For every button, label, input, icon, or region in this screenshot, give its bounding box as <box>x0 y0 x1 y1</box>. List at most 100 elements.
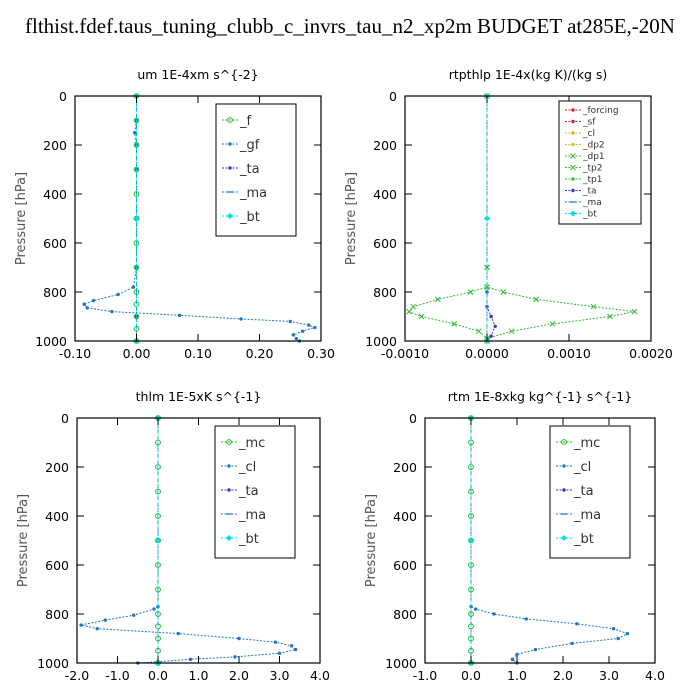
legend-label: _ta <box>573 484 594 499</box>
data-point <box>152 607 156 611</box>
legend-label: _ma <box>239 186 267 201</box>
legend-marker <box>227 488 231 492</box>
legend-label: _dp1 <box>582 152 605 162</box>
data-point <box>484 284 490 290</box>
data-point <box>549 320 556 327</box>
data-point <box>277 651 282 655</box>
y-axis-label: Pressure [hPa] <box>14 172 29 265</box>
legend-label: _ma <box>573 508 601 523</box>
legend-marker <box>228 166 232 170</box>
legend-label: _dp2 <box>582 141 605 151</box>
legend: _f _gf _ta _ma _bt <box>215 103 297 237</box>
data-point <box>489 334 493 338</box>
data-point <box>468 537 474 544</box>
legend-label: _bt <box>582 210 597 220</box>
x-tick-label: 2.0 <box>553 668 573 683</box>
legend-label: _bt <box>239 210 260 225</box>
legend-label: _ta <box>582 187 597 197</box>
data-point <box>418 313 425 320</box>
data-point <box>110 309 114 314</box>
legend-marker <box>562 464 566 468</box>
y-tick-label: 600 <box>45 558 69 573</box>
series-line <box>408 96 488 341</box>
legend-label: _gf <box>239 138 260 153</box>
legend-label: _forcing <box>582 106 619 116</box>
y-tick-label: 600 <box>393 558 417 573</box>
x-tick-label: 0.0 <box>461 668 481 683</box>
legend-marker <box>228 142 232 146</box>
y-axis-label: Pressure [hPa] <box>16 494 31 587</box>
legend-marker <box>571 119 575 124</box>
legend-label: _ma <box>582 198 602 208</box>
data-point <box>484 215 490 222</box>
series-line <box>486 96 635 341</box>
y-tick-label: 200 <box>373 138 397 153</box>
legend-marker <box>561 439 567 445</box>
x-tick-label: 1.0 <box>507 668 527 683</box>
y-tick-label: 400 <box>373 187 397 202</box>
legend-label: _cl <box>573 460 591 475</box>
legend-marker <box>571 131 575 135</box>
data-point <box>410 303 417 310</box>
data-point <box>307 323 311 327</box>
data-point <box>508 328 515 335</box>
y-tick-label: 200 <box>43 138 67 153</box>
data-point <box>493 324 497 328</box>
data-point <box>533 647 538 652</box>
series-bt <box>133 93 140 344</box>
data-point <box>155 537 161 544</box>
y-axis-label: Pressure [hPa] <box>344 172 359 265</box>
x-tick-label: 0.10 <box>184 346 212 361</box>
data-point <box>91 298 96 303</box>
legend-label: _ta <box>238 484 259 499</box>
data-point <box>625 631 630 636</box>
data-point <box>533 296 540 303</box>
data-point <box>237 636 241 641</box>
legend-label: _sf <box>582 118 596 128</box>
data-point <box>103 618 108 622</box>
legend-marker <box>226 439 232 445</box>
data-point <box>291 333 296 337</box>
plot-frame <box>424 417 656 664</box>
y-tick-label: 0 <box>389 89 397 104</box>
x-tick-label: -1.0 <box>413 668 437 683</box>
legend-label: _mc <box>238 436 265 451</box>
y-tick-label: 400 <box>45 509 69 524</box>
series-line <box>83 96 317 342</box>
panel-3: thlm 1E-5xK s^{-1} Pressure [hPa] -2.0 -1.0… <box>16 389 330 683</box>
legend-label: _ta <box>239 162 260 177</box>
data-point <box>133 215 140 222</box>
x-tick-label: -0.0010 <box>381 346 429 361</box>
y-tick-label: 1000 <box>35 334 67 349</box>
data-point <box>300 329 305 333</box>
legend-marker <box>571 108 575 112</box>
y-tick-label: 800 <box>373 285 397 300</box>
data-point <box>177 313 182 317</box>
legend-marker <box>562 488 566 492</box>
data-point <box>489 314 493 319</box>
plot-title: thlm 1E-5xK s^{-1} <box>136 389 262 404</box>
data-point <box>500 289 507 295</box>
legend-label: _bt <box>238 532 259 547</box>
data-point <box>132 613 136 617</box>
panel-4: rtm 1E-8xkg kg^{-1} s^{-1} Pressure [hPa]… <box>364 389 665 683</box>
data-point <box>467 289 474 295</box>
data-point <box>233 655 237 659</box>
y-tick-label: 800 <box>393 607 417 622</box>
series-cl <box>469 416 630 665</box>
x-tick-label: 3.0 <box>270 668 290 683</box>
legend-marker <box>227 117 233 123</box>
x-tick-label: 0.0010 <box>547 346 591 361</box>
x-tick-label: 2.0 <box>229 668 249 683</box>
legend: _mc _cl _ta _ma _bt <box>549 425 631 559</box>
y-tick-label: 400 <box>393 509 417 524</box>
x-tick-label: 4.0 <box>645 668 665 683</box>
data-point <box>524 617 528 621</box>
legend-label: _bt <box>573 532 594 547</box>
legend-label: _cl <box>582 129 595 139</box>
plot-title: rtpthlp 1E-4x(kg K)/(kg s) <box>449 67 608 82</box>
legend-marker <box>227 213 233 219</box>
data-point <box>82 302 86 306</box>
data-point <box>406 308 412 315</box>
legend-marker <box>570 210 576 217</box>
